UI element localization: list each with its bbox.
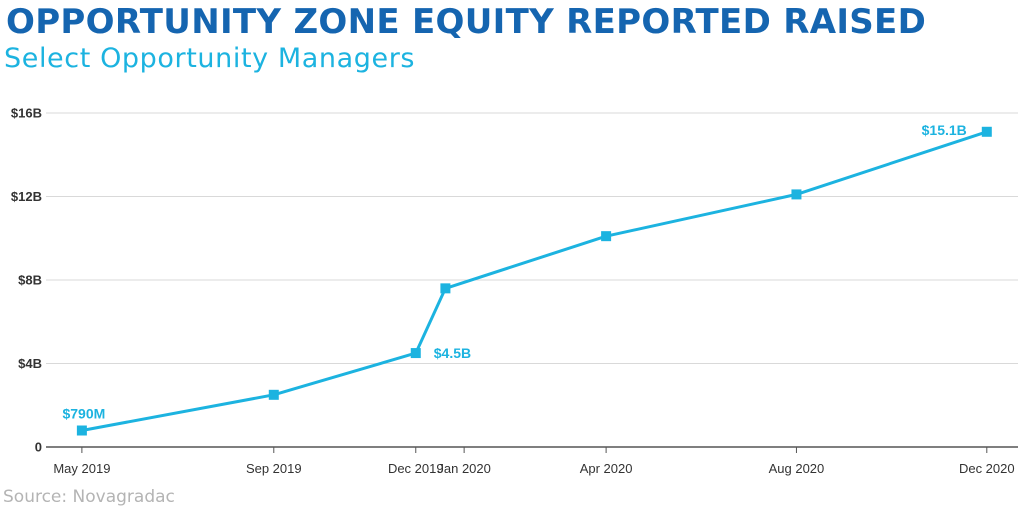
data-point-marker [601, 231, 612, 242]
data-point-marker [981, 126, 992, 137]
y-tick-label: $4B [18, 356, 42, 371]
series-line [81, 130, 988, 432]
x-tick-label: Aug 2020 [769, 461, 825, 476]
data-point-marker [76, 425, 87, 436]
x-tick-label: May 2019 [53, 461, 110, 476]
gridlines [46, 112, 1018, 364]
x-tick-label: Apr 2020 [580, 461, 633, 476]
x-tick-label: Dec 2020 [959, 461, 1015, 476]
y-tick-label: $16B [11, 106, 42, 121]
source-note: Source: Novagradac [3, 487, 175, 507]
y-tick-label: $8B [18, 273, 42, 288]
data-point-marker [440, 283, 451, 294]
chart-title: OPPORTUNITY ZONE EQUITY REPORTED RAISED [6, 2, 927, 42]
data-labels: $790M $4.5B $15.1B [62, 122, 966, 422]
data-label: $790M [62, 406, 105, 422]
x-tick-label: Jan 2020 [437, 461, 491, 476]
data-label: $15.1B [922, 122, 967, 138]
data-point-marker [410, 348, 421, 359]
data-point-marker [268, 389, 279, 400]
y-axis-ticks: 0 $4B $8B $12B $16B [11, 106, 42, 455]
data-point-marker [791, 189, 802, 200]
series-equity-raised [76, 126, 992, 436]
data-label: $4.5B [434, 345, 471, 361]
x-tick-label: Sep 2019 [246, 461, 302, 476]
x-tick-label: Dec 2019 [388, 461, 444, 476]
y-tick-label: 0 [35, 440, 42, 455]
chart-subtitle: Select Opportunity Managers [4, 43, 416, 74]
y-tick-label: $12B [11, 189, 42, 204]
